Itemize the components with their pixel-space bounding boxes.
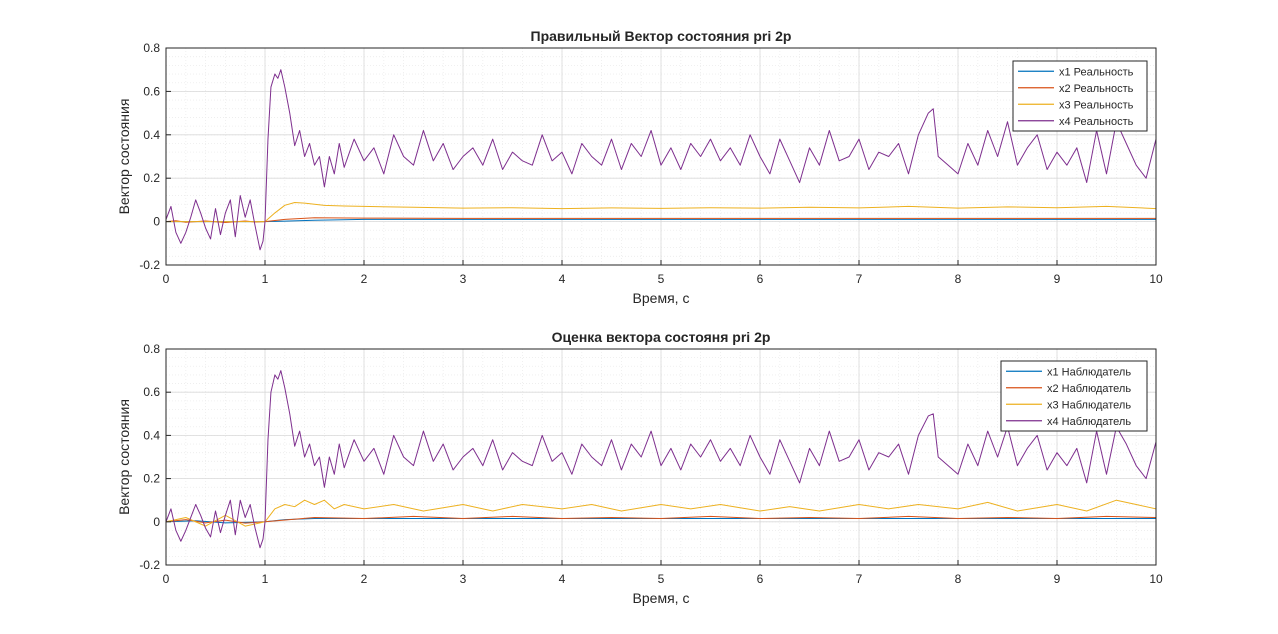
x-axis-label: Время, с — [633, 590, 690, 606]
x-tick-label: 4 — [559, 272, 566, 286]
x-tick-label: 2 — [361, 572, 368, 586]
legend-label-x2: x2 Реальность — [1059, 83, 1134, 95]
legend-label-x4: x4 Наблюдатель — [1047, 416, 1131, 428]
y-tick-label: 0.2 — [143, 472, 160, 486]
y-tick-label: 0.6 — [143, 84, 160, 98]
x-tick-label: 1 — [262, 572, 269, 586]
legend-label-x4: x4 Реальность — [1059, 116, 1134, 128]
y-axis-label: Вектор состояния — [116, 99, 132, 215]
y-tick-label: 0.2 — [143, 171, 160, 185]
legend-label-x1: x1 Реальность — [1059, 66, 1134, 78]
series-line-x1 — [166, 218, 1156, 223]
legend-label-x3: x3 Реальность — [1059, 99, 1134, 111]
x-tick-label: 10 — [1149, 572, 1163, 586]
chart-1: 0 1 2 3 4 5 6 7 8 9 10-0.200.20.40.60.8Правильный … — [116, 28, 1163, 306]
x-axis-label: Время, с — [633, 290, 690, 306]
x-tick-label: 3 — [460, 572, 467, 586]
y-axis-label: Вектор состояния — [116, 399, 132, 515]
series-group — [166, 370, 1156, 549]
legend-label-x3: x3 Наблюдатель — [1047, 399, 1131, 411]
x-tick-label: 8 — [955, 572, 962, 586]
x-tick-label: 0 — [163, 272, 170, 286]
x-tick-label: 10 — [1149, 272, 1163, 286]
x-tick-label: 5 — [658, 272, 665, 286]
series-line-x3 — [166, 202, 1156, 223]
y-tick-label: 0.6 — [143, 385, 160, 399]
y-tick-label: -0.2 — [139, 558, 160, 572]
x-tick-label: 3 — [460, 272, 467, 286]
legend-label-x2: x2 Наблюдатель — [1047, 383, 1131, 395]
series-line-x4 — [166, 370, 1156, 549]
x-tick-label: 7 — [856, 572, 863, 586]
x-tick-label: 6 — [757, 272, 764, 286]
series-line-x2 — [166, 217, 1156, 223]
y-tick-label: 0.8 — [143, 342, 160, 356]
series-group — [166, 69, 1156, 251]
series-line-x2 — [166, 515, 1156, 524]
x-tick-label: 4 — [559, 572, 566, 586]
x-tick-label: 9 — [1054, 272, 1061, 286]
legend: x1 Наблюдатель x2 Наблюдатель x3 Наблюдате… — [1000, 360, 1148, 432]
y-tick-label: 0.4 — [143, 428, 160, 442]
y-tick-label: 0 — [153, 215, 160, 229]
y-tick-label: 0.4 — [143, 128, 160, 142]
y-tick-label: 0 — [153, 515, 160, 529]
series-line-x3 — [166, 499, 1156, 527]
chart-title: Правильный Вектор состояния pri 2p — [531, 28, 792, 44]
x-tick-label: 0 — [163, 572, 170, 586]
x-tick-label: 7 — [856, 272, 863, 286]
x-tick-label: 5 — [658, 572, 665, 586]
y-tick-label: -0.2 — [139, 258, 160, 272]
x-tick-label: 1 — [262, 272, 269, 286]
legend-label-x1: x1 Наблюдатель — [1047, 366, 1131, 378]
legend-box — [1000, 360, 1148, 432]
legend: x1 Реальность x2 Реальность x3 Реальность x… — [1012, 60, 1148, 132]
x-tick-label: 8 — [955, 272, 962, 286]
chart-title: Оценка вектора состояня pri 2p — [552, 329, 771, 345]
legend-box — [1012, 60, 1148, 132]
series-line-x4 — [166, 69, 1156, 251]
x-tick-label: 6 — [757, 572, 764, 586]
y-tick-label: 0.8 — [143, 41, 160, 55]
x-tick-label: 2 — [361, 272, 368, 286]
x-tick-label: 9 — [1054, 572, 1061, 586]
